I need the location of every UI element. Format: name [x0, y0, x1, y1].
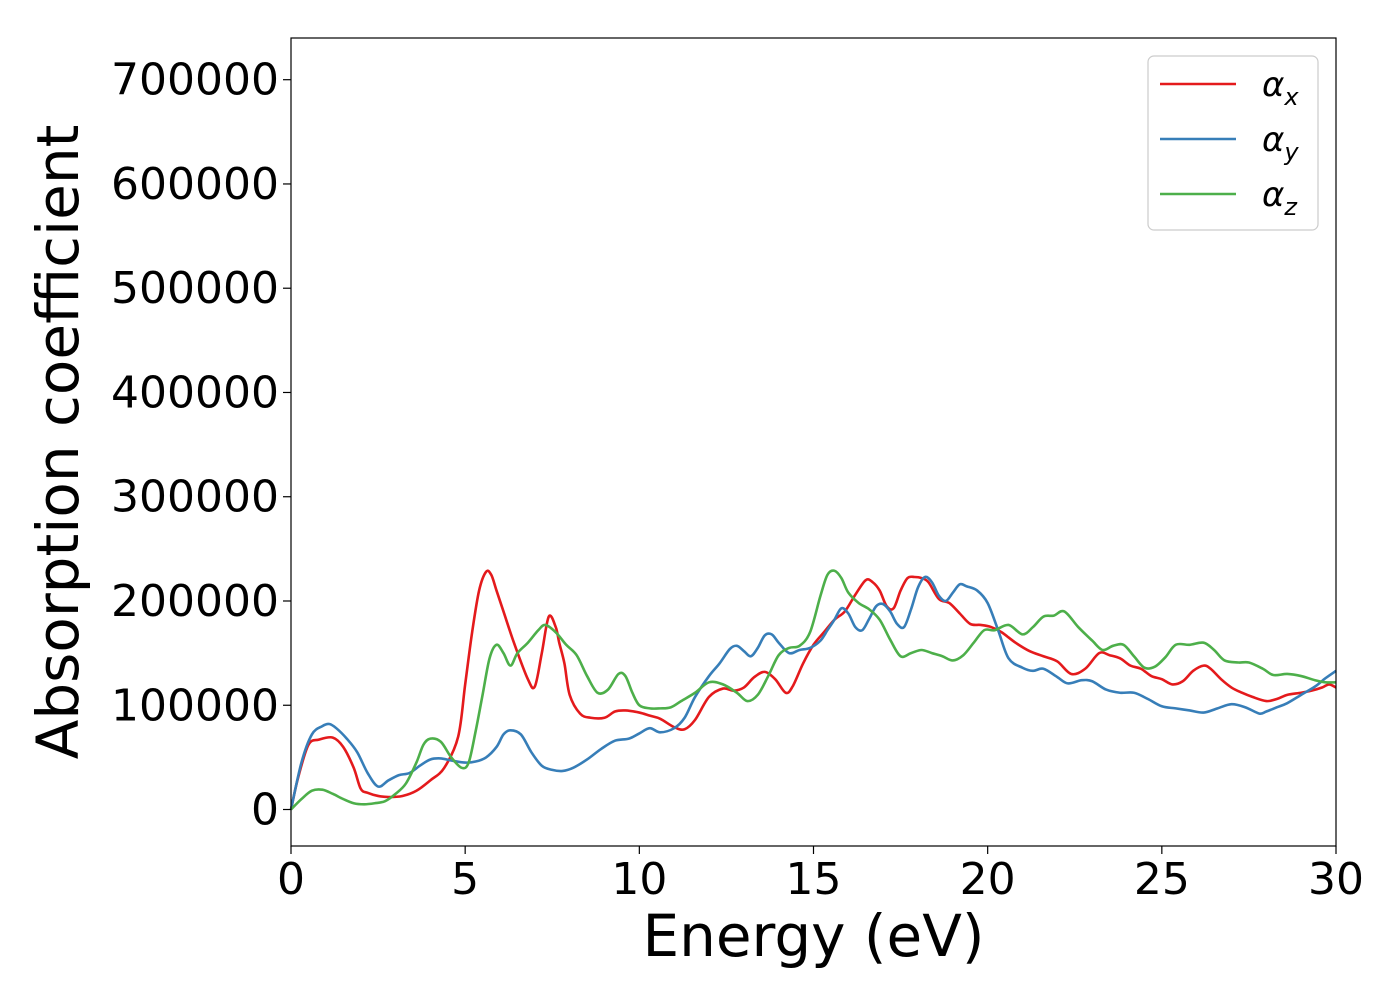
x-tick-label: 15: [786, 854, 842, 905]
x-tick-label: 30: [1308, 854, 1364, 905]
y-tick-label: 600000: [111, 159, 279, 210]
y-tick-label: 300000: [111, 472, 279, 523]
series-line-z: [290, 569, 1337, 811]
series-line-x: [289, 569, 1337, 810]
y-axis-title: Absorption coefficient: [24, 125, 92, 760]
series-layer: [289, 569, 1337, 811]
x-tick-label: 25: [1134, 854, 1190, 905]
x-tick-label: 10: [611, 854, 667, 905]
y-tick-label: 500000: [111, 263, 279, 314]
y-tick-label: 200000: [111, 576, 279, 627]
series-line-y: [289, 575, 1337, 810]
y-tick-label: 0: [251, 785, 279, 836]
y-tick-label: 700000: [111, 55, 279, 106]
legend-box: [1147, 55, 1319, 231]
y-tick-label: 400000: [111, 367, 279, 418]
x-tick-label: 5: [451, 854, 479, 905]
x-tick-label: 0: [277, 854, 305, 905]
y-tick-label: 100000: [111, 680, 279, 731]
ticks-layer: 0 5 10 15 20 25 30 0 100000 200000 300000 400000 500…: [111, 55, 1364, 905]
x-axis-title: Energy (eV): [642, 902, 984, 970]
x-tick-label: 20: [960, 854, 1016, 905]
